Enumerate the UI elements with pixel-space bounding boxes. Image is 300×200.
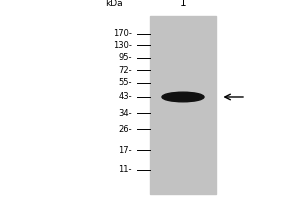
Text: 43-: 43- bbox=[118, 92, 132, 101]
Text: 130-: 130- bbox=[113, 41, 132, 50]
Text: 26-: 26- bbox=[118, 125, 132, 134]
Text: 17-: 17- bbox=[118, 146, 132, 155]
Text: 72-: 72- bbox=[118, 66, 132, 75]
Bar bbox=[150, 16, 216, 194]
Text: 34-: 34- bbox=[118, 109, 132, 118]
Ellipse shape bbox=[162, 92, 204, 102]
Text: 11-: 11- bbox=[118, 165, 132, 174]
Text: 170-: 170- bbox=[113, 29, 132, 38]
Text: 55-: 55- bbox=[118, 78, 132, 87]
Text: 95-: 95- bbox=[118, 53, 132, 62]
Text: 1: 1 bbox=[180, 0, 186, 8]
Text: kDa: kDa bbox=[105, 0, 123, 8]
